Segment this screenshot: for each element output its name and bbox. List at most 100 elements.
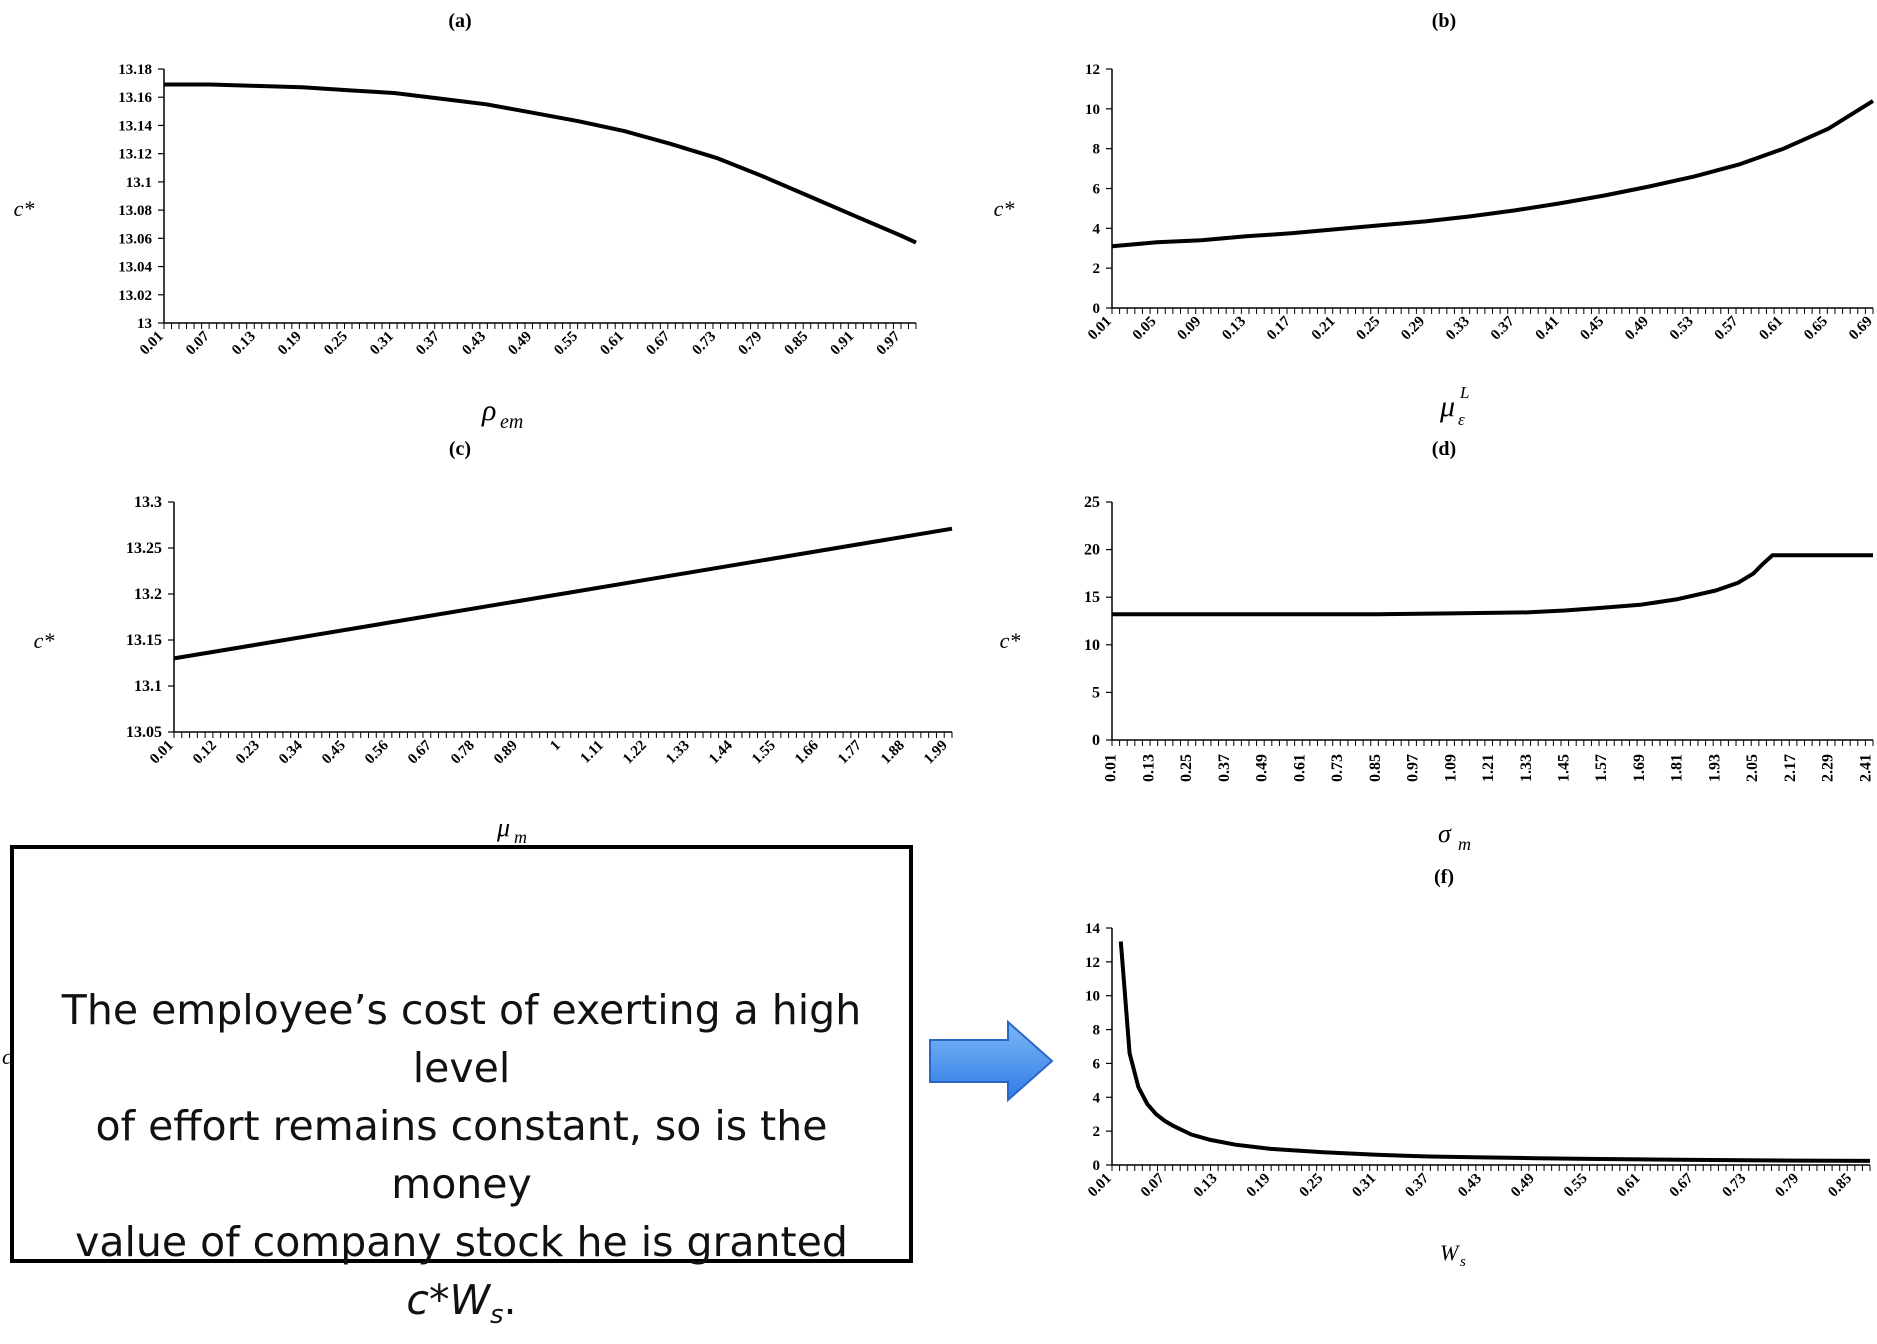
- y-tick-label: 13.14: [118, 118, 152, 134]
- x-tick-label: 0.25: [1354, 314, 1384, 344]
- y-tick-label: 8: [1093, 1023, 1101, 1039]
- x-tick-label: 1.09: [1442, 754, 1459, 782]
- y-tick-label: 13.16: [118, 90, 152, 106]
- x-tick-label: 0.85: [782, 329, 812, 359]
- x-tick-label: 1.57: [1593, 754, 1610, 782]
- x-axis-label-subscript: ε: [1458, 410, 1465, 429]
- x-tick-label: 0.67: [405, 737, 435, 767]
- x-tick-label: 0.05: [1130, 314, 1160, 344]
- series-line: [1121, 942, 1870, 1161]
- chart-panel-0: (a)1313.0213.0413.0613.0813.113.1213.141…: [14, 10, 916, 433]
- y-tick-label: 13.2: [134, 586, 162, 603]
- callout-line-3-suffix: .: [504, 1276, 517, 1324]
- x-tick-label: 1.44: [706, 737, 736, 767]
- x-tick-label: 0.45: [1577, 314, 1607, 344]
- chart-title: (d): [1432, 438, 1456, 460]
- x-tick-label: 0.25: [1296, 1171, 1326, 1201]
- series-line: [1112, 555, 1873, 614]
- x-tick-label: 0.34: [276, 737, 306, 767]
- y-tick-label: 6: [1093, 1056, 1101, 1072]
- x-tick-label: 1.45: [1555, 754, 1572, 782]
- y-axis-label: c*: [1000, 628, 1021, 653]
- x-tick-label: 0.01: [1085, 314, 1115, 344]
- x-tick-label: 0.49: [1622, 314, 1652, 344]
- x-axis-label: μ: [1439, 390, 1455, 423]
- x-tick-label: 0.31: [367, 329, 397, 359]
- callout-line-3: value of company stock he is granted c*W…: [36, 1213, 887, 1344]
- x-tick-label: 0.85: [1367, 754, 1384, 782]
- chart-title: (f): [1434, 866, 1454, 888]
- y-tick-label: 13: [137, 316, 152, 332]
- y-tick-label: 4: [1093, 1090, 1101, 1106]
- x-tick-label: 0.17: [1264, 313, 1294, 343]
- callout-text: The employee’s cost of exerting a high l…: [14, 981, 909, 1344]
- y-tick-label: 10: [1084, 637, 1100, 654]
- x-tick-label: 0.25: [1178, 754, 1195, 782]
- x-axis-label-subscript: s: [1460, 1254, 1466, 1267]
- series-line: [1112, 101, 1873, 246]
- x-tick-label: 0.79: [735, 329, 765, 359]
- x-axis-label-superscript: L: [1459, 383, 1469, 402]
- x-tick-label: 0.01: [1103, 754, 1120, 782]
- y-tick-label: 13.05: [126, 724, 162, 741]
- x-tick-label: 1.88: [878, 738, 908, 768]
- x-tick-label: 0.29: [1398, 314, 1428, 344]
- x-tick-label: 1.33: [663, 738, 693, 768]
- y-tick-label: 20: [1084, 542, 1100, 559]
- y-tick-label: 12: [1085, 955, 1100, 971]
- x-axis-label: μ: [496, 813, 510, 842]
- x-tick-label: 0.61: [1291, 754, 1308, 782]
- x-tick-label: 0.37: [1488, 313, 1518, 343]
- chart-title: (a): [448, 10, 471, 32]
- y-tick-label: 0: [1093, 301, 1101, 317]
- y-tick-label: 2: [1093, 1124, 1101, 1140]
- x-tick-label: 0.13: [1191, 1171, 1221, 1201]
- y-tick-label: 13.3: [134, 494, 162, 511]
- x-tick-label: 0.73: [1329, 754, 1346, 782]
- x-tick-label: 0.43: [1455, 1171, 1485, 1201]
- x-tick-label: 0.61: [597, 329, 627, 359]
- chart-title: (c): [449, 438, 471, 460]
- x-tick-label: 0.19: [275, 329, 305, 359]
- x-tick-label: 2.17: [1782, 754, 1799, 782]
- x-tick-label: 0.56: [362, 737, 392, 767]
- x-tick-label: 0.13: [229, 329, 259, 359]
- x-tick-label: 1.99: [921, 738, 951, 768]
- x-axis-label: σ: [1438, 819, 1452, 848]
- y-tick-label: 13.1: [126, 175, 152, 191]
- y-tick-label: 14: [1085, 921, 1101, 937]
- x-tick-label: 0.13: [1219, 314, 1249, 344]
- y-axis-label: c*: [34, 628, 55, 653]
- y-tick-label: 25: [1084, 494, 1100, 511]
- x-tick-label: 0.01: [137, 329, 167, 359]
- x-tick-label: 1.22: [620, 738, 650, 768]
- x-tick-label: 0.49: [1508, 1171, 1538, 1201]
- x-tick-label: 0.69: [1846, 314, 1876, 344]
- y-tick-label: 15: [1084, 589, 1100, 606]
- x-tick-label: 0.89: [491, 738, 521, 768]
- x-tick-label: 0.23: [233, 738, 263, 768]
- y-tick-label: 0: [1092, 732, 1100, 749]
- x-tick-label: 0.79: [1772, 1171, 1802, 1201]
- chart-title: (b): [1432, 10, 1456, 32]
- y-tick-label: 13.1: [134, 678, 162, 695]
- x-tick-label: 0.41: [1533, 314, 1563, 344]
- x-tick-label: 1.81: [1669, 754, 1686, 782]
- x-tick-label: 0.09: [1174, 314, 1204, 344]
- x-axis-label: ρ: [481, 394, 496, 427]
- x-tick-label: 1.69: [1631, 754, 1648, 782]
- y-tick-label: 13.06: [118, 231, 152, 247]
- x-tick-label: 0.49: [505, 329, 535, 359]
- x-tick-label: 0.55: [1561, 1171, 1591, 1201]
- y-tick-label: 13.15: [126, 632, 162, 649]
- x-tick-label: 0.07: [1138, 1170, 1168, 1200]
- y-tick-label: 2: [1093, 261, 1101, 277]
- x-tick-label: 2.41: [1857, 754, 1874, 782]
- x-axis-label-subscript: m: [514, 827, 527, 847]
- x-tick-label: 0.33: [1443, 314, 1473, 344]
- x-tick-label: 0.55: [551, 329, 581, 359]
- x-tick-label: 0.53: [1667, 314, 1697, 344]
